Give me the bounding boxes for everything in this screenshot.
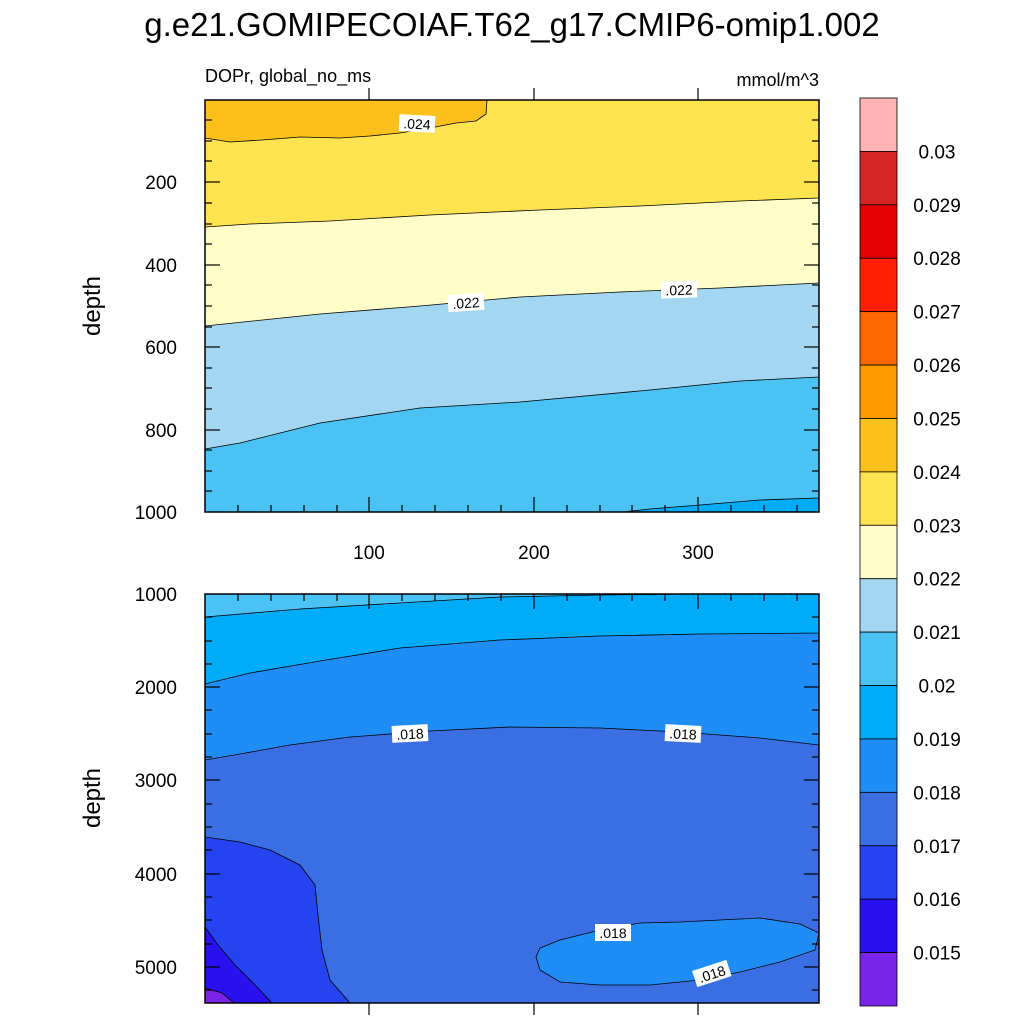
upper-x-tick-labels: 100 200 300 [353,543,714,564]
colorbar-swatch [859,791,898,847]
colorbar-label: 0.028 [913,249,961,270]
colorbar-label: 0.029 [913,196,961,217]
upper-right-string: mmol/m^3 [737,70,819,90]
lower-contour-label-1: .018 [391,724,429,743]
colorbar-label: 0.024 [913,463,961,484]
lower-band-0-020 [205,594,819,618]
colorbar-label: 0.03 [919,142,956,163]
colorbar-label: 0.022 [913,570,961,591]
lower-band-0-015 [205,926,273,1003]
svg-text:.022: .022 [665,282,693,299]
colorbar-swatch [859,364,898,419]
colorbar-swatch [859,204,898,259]
svg-text:.018: .018 [599,925,626,941]
lower-y-tick-label: 5000 [135,958,177,979]
upper-y-tick-labels: 200 400 600 800 1000 [135,173,177,524]
svg-text:.018: .018 [396,725,424,742]
upper-x-tick-label: 300 [682,543,714,564]
upper-contour-label-3: .022 [660,280,698,299]
colorbar-swatch [859,418,898,473]
colorbar-swatch [859,524,898,580]
upper-y-axis-title: depth [79,276,106,336]
colorbar-label: 0.016 [913,890,961,911]
upper-contour-label-2: .022 [447,292,485,313]
colorbar-swatch [859,311,898,366]
lower-contour-label-3: .018 [595,924,631,941]
page-title: g.e21.GOMIPECOIAF.T62_g17.CMIP6-omip1.00… [144,6,880,43]
upper-y-tick-label: 200 [145,173,177,194]
colorbar-label: 0.02 [919,677,956,698]
colorbar: 0.03 0.029 0.028 0.027 0.026 0.025 0.024 0.023 0… [859,97,961,1007]
lower-panel: .018 .018 .018 .018 [79,585,820,1015]
upper-x-ticks [237,88,798,512]
lower-y-tick-label: 4000 [135,865,177,886]
upper-y-tick-label: 800 [145,421,177,442]
colorbar-label: 0.026 [913,356,961,377]
upper-contour-fill [205,100,819,512]
upper-y-ticks [205,119,819,492]
colorbar-label: 0.018 [913,783,961,804]
lower-plot-frame [204,593,820,1004]
lower-y-ticks [205,616,819,991]
upper-left-string: DOPr, global_no_ms [205,66,371,87]
colorbar-label: 0.015 [913,944,961,965]
lower-contour-fill [205,594,819,1003]
upper-x-tick-label: 100 [353,543,385,564]
lower-x-ticks [237,594,798,1015]
lower-band-0-019 [205,594,819,685]
lower-band-0-016 [205,836,351,1003]
upper-y-tick-label: 1000 [135,503,177,524]
upper-y-tick-label: 600 [145,338,177,359]
colorbar-label: 0.025 [913,409,961,430]
colorbar-swatch [859,685,898,740]
lower-y-axis-title: depth [79,768,106,828]
upper-panel: DOPr, global_no_ms mmol/m^3 .024 .022 .0… [79,66,820,564]
colorbar-swatch [859,631,898,686]
colorbar-swatch [859,738,898,793]
colorbar-swatch [859,151,898,206]
colorbar-swatch [859,471,898,526]
lower-y-tick-label: 2000 [135,678,177,699]
upper-y-tick-label: 400 [145,256,177,277]
lower-band-below-0-015 [205,987,235,1003]
svg-text:.022: .022 [452,294,481,312]
lower-contour-label-2: .018 [664,724,702,743]
upper-contour-label-1: .024 [398,114,436,133]
colorbar-label: 0.017 [913,837,961,858]
colorbar-label: 0.021 [913,623,961,644]
colorbar-swatch [859,578,898,633]
lower-y-tick-label: 3000 [135,771,177,792]
lower-y-tick-label: 1000 [135,585,177,606]
colorbar-label: 0.023 [913,516,961,537]
colorbar-swatch [859,952,898,1007]
svg-text:.024: .024 [403,115,431,132]
colorbar-swatch [859,898,898,953]
colorbar-swatch [859,845,898,900]
colorbar-swatch [859,97,898,152]
colorbar-label: 0.019 [913,730,961,751]
upper-band-0-024 [205,100,488,143]
svg-text:.018: .018 [669,725,697,742]
lower-y-tick-labels: 1000 2000 3000 4000 5000 [135,585,177,979]
upper-x-tick-label: 200 [518,543,550,564]
colorbar-swatch [859,257,898,313]
colorbar-label: 0.027 [913,303,961,324]
